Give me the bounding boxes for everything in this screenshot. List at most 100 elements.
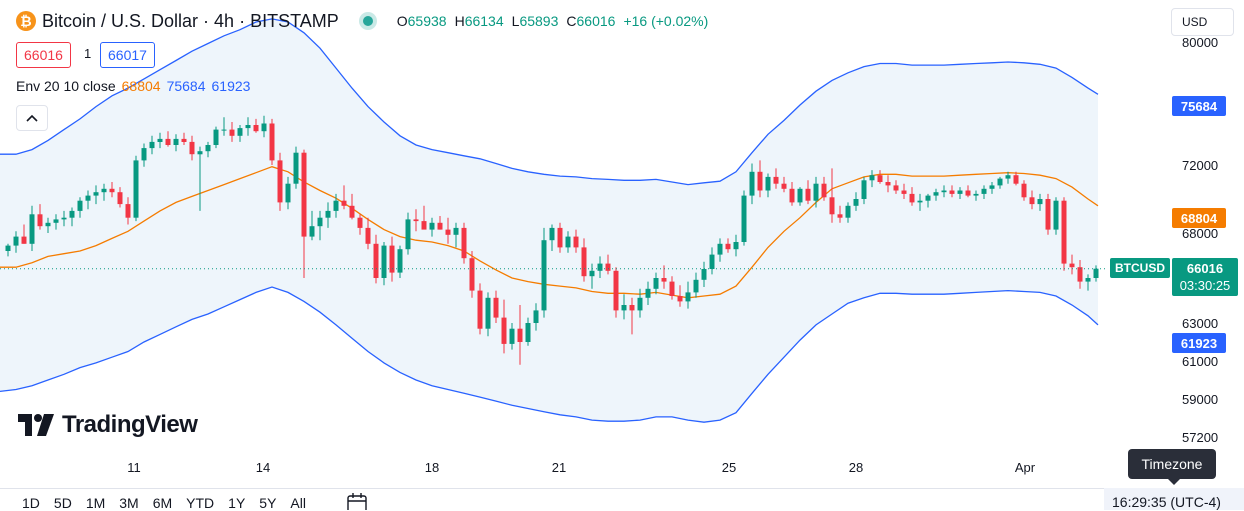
candle-body — [981, 188, 987, 194]
candles — [5, 115, 1099, 365]
candle — [701, 261, 707, 287]
candle-body — [277, 160, 283, 203]
candle — [1013, 171, 1019, 186]
candle-body — [797, 188, 803, 203]
candle — [773, 168, 779, 189]
candle — [901, 183, 907, 199]
candle — [589, 263, 595, 289]
candle-body — [221, 129, 227, 131]
candle-body — [461, 227, 467, 259]
basis-price-tag: 68804 — [1172, 208, 1226, 228]
candle-body — [573, 236, 579, 248]
candle-body — [661, 278, 667, 282]
time-tick-label: 18 — [425, 460, 439, 475]
candle-body — [117, 192, 123, 205]
range-button[interactable]: 1D — [22, 495, 40, 511]
candle-body — [1005, 175, 1011, 179]
last-price-value: 66016 — [1186, 261, 1224, 276]
candle — [133, 155, 139, 222]
indicator-legend[interactable]: Env 20 10 close 68804 75684 61923 — [16, 78, 250, 94]
calendar-icon[interactable] — [346, 493, 368, 510]
symbol-title[interactable]: Bitcoin / U.S. Dollar · 4h · BITSTAMP — [42, 10, 339, 31]
candle — [677, 285, 683, 307]
candle — [1029, 190, 1035, 210]
sell-button[interactable]: 66016 — [16, 42, 71, 68]
candle — [781, 176, 787, 193]
bar-countdown: 03:30:25 — [1179, 278, 1231, 293]
envelope-lower-line — [0, 286, 1099, 423]
candle — [325, 202, 331, 228]
candle-body — [381, 245, 387, 278]
candle — [669, 276, 675, 300]
candle-body — [533, 310, 539, 323]
candle — [581, 238, 587, 282]
candle — [925, 193, 931, 208]
market-status-icon[interactable] — [362, 16, 373, 26]
candle — [197, 146, 203, 211]
range-button[interactable]: 3M — [119, 495, 139, 511]
candle — [693, 272, 699, 298]
candle-body — [45, 222, 51, 227]
candle-body — [437, 222, 443, 230]
candle — [469, 251, 475, 298]
bitcoin-logo-icon: ₿ — [16, 11, 36, 31]
candle — [509, 323, 515, 350]
candle-body — [989, 185, 995, 189]
price-tick-label: 63000 — [1182, 316, 1218, 331]
range-button[interactable]: All — [290, 495, 306, 511]
candle — [845, 202, 851, 223]
candle — [157, 132, 163, 149]
candle-body — [829, 197, 835, 215]
candle — [53, 214, 59, 230]
candle-body — [941, 190, 947, 193]
candle-body — [125, 204, 131, 218]
candle — [1045, 193, 1051, 235]
candle-body — [421, 221, 427, 230]
candle — [373, 234, 379, 284]
price-tick-label: 80000 — [1182, 35, 1218, 50]
range-button[interactable]: 6M — [152, 495, 173, 511]
candle-body — [845, 205, 851, 218]
tradingview-logo[interactable]: TradingView — [18, 411, 198, 439]
candle-body — [757, 171, 763, 191]
candle-body — [605, 263, 611, 271]
candle — [485, 292, 491, 337]
candle — [381, 242, 387, 286]
candle — [861, 176, 867, 205]
currency-selector[interactable]: USD — [1171, 8, 1234, 36]
candle-body — [725, 243, 731, 250]
candle-body — [181, 138, 187, 142]
range-button[interactable]: 5Y — [259, 495, 277, 511]
candle-body — [5, 245, 11, 251]
range-button[interactable]: YTD — [186, 495, 215, 511]
candle — [173, 134, 179, 152]
indicator-name[interactable]: Env 20 10 close — [16, 78, 116, 94]
candle-body — [389, 245, 395, 273]
candle — [117, 187, 123, 208]
range-button[interactable]: 1Y — [228, 495, 246, 511]
buy-button[interactable]: 66017 — [100, 42, 155, 68]
candle-body — [933, 192, 939, 196]
candle — [221, 117, 227, 136]
candle — [1053, 197, 1059, 235]
time-axis: 11 14 18 21 25 28 Apr — [127, 460, 1036, 475]
candle — [109, 182, 115, 198]
candle-body — [285, 183, 291, 203]
candle-body — [853, 199, 859, 206]
candle — [749, 163, 755, 205]
collapse-legend-button[interactable] — [16, 105, 48, 131]
candle-body — [629, 305, 635, 311]
candle-body — [477, 290, 483, 329]
candle-body — [597, 263, 603, 271]
candle-body — [165, 138, 171, 145]
candle — [837, 205, 843, 223]
candle-body — [1013, 175, 1019, 184]
candle-body — [197, 151, 203, 155]
candle — [237, 125, 243, 142]
range-button[interactable]: 5D — [53, 495, 72, 511]
range-button[interactable]: 1M — [85, 495, 106, 511]
timezone-clock[interactable]: 16:29:35 (UTC-4) — [1104, 488, 1244, 510]
candle-body — [173, 138, 179, 145]
candle — [685, 281, 691, 309]
